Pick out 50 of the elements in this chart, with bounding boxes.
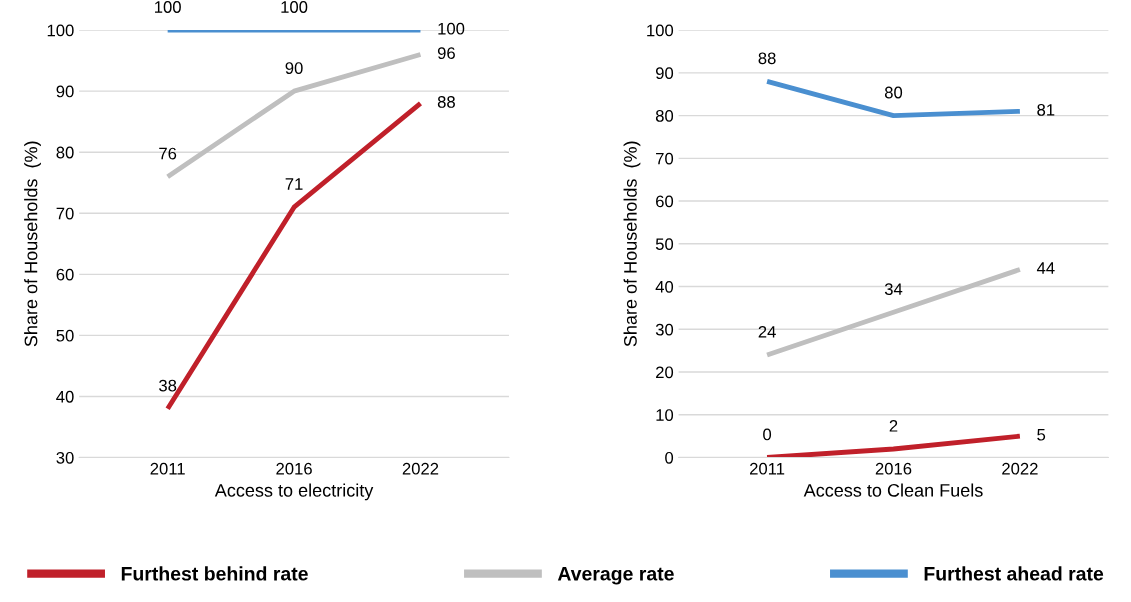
legend-label: Furthest ahead rate: [924, 566, 1104, 581]
data-label: 34: [884, 283, 903, 296]
data-label: 100: [155, 1, 181, 13]
x-axis-title: Access to electricity: [214, 483, 374, 501]
data-label: 2: [889, 419, 898, 432]
y-tick-label: 10: [656, 409, 674, 421]
x-tick-label: 2022: [402, 462, 439, 475]
y-tick-label: 80: [655, 109, 674, 122]
data-label: 81: [1037, 103, 1055, 116]
data-label: 24: [758, 325, 776, 338]
y-tick-label: 50: [655, 238, 674, 251]
x-axis-title: Access to Clean Fuels: [803, 483, 983, 497]
y-tick-label: 90: [655, 67, 674, 80]
data-label: 76: [159, 147, 177, 160]
legend-label: Furthest behind rate: [121, 566, 308, 581]
x-tick-label: 2016: [875, 462, 912, 475]
y-tick-label: 0: [665, 451, 674, 464]
y-tick-label: 70: [656, 152, 674, 165]
y-tick-label: 50: [56, 329, 74, 342]
y-tick-label: 40: [56, 390, 74, 403]
data-label: 100: [438, 22, 465, 35]
y-tick-label: 30: [655, 323, 674, 336]
y-tick-label: 70: [56, 207, 74, 220]
data-label: 0: [763, 428, 772, 441]
y-tick-label: 40: [655, 280, 674, 293]
x-tick-label: 2022: [1002, 462, 1038, 475]
legend-label: Average rate: [557, 567, 674, 585]
y-axis-title: Share of Households (%): [24, 141, 41, 347]
y-axis-title: Share of Households (%): [623, 141, 641, 347]
y-tick-label: 20: [656, 366, 674, 379]
x-tick-label: 2016: [276, 462, 312, 475]
y-tick-label: 30: [56, 451, 74, 464]
x-tick-label: 2011: [150, 462, 185, 475]
y-tick-label: 90: [56, 85, 74, 98]
data-label: 5: [1037, 428, 1046, 441]
y-tick-label: 80: [56, 146, 74, 159]
x-tick-label: 2011: [750, 462, 785, 475]
y-tick-label: 60: [656, 195, 674, 208]
data-label: 96: [437, 47, 455, 59]
data-label: 38: [159, 379, 177, 392]
data-label: 88: [437, 96, 455, 108]
data-label: 90: [285, 62, 303, 74]
y-tick-label: 100: [47, 24, 74, 37]
data-label: 80: [884, 86, 903, 99]
y-tick-label: 100: [647, 24, 674, 37]
data-label: 44: [1036, 262, 1055, 274]
data-label: 88: [758, 52, 776, 65]
y-tick-label: 60: [56, 268, 74, 281]
data-label: 100: [281, 1, 308, 13]
data-label: 71: [285, 178, 303, 190]
